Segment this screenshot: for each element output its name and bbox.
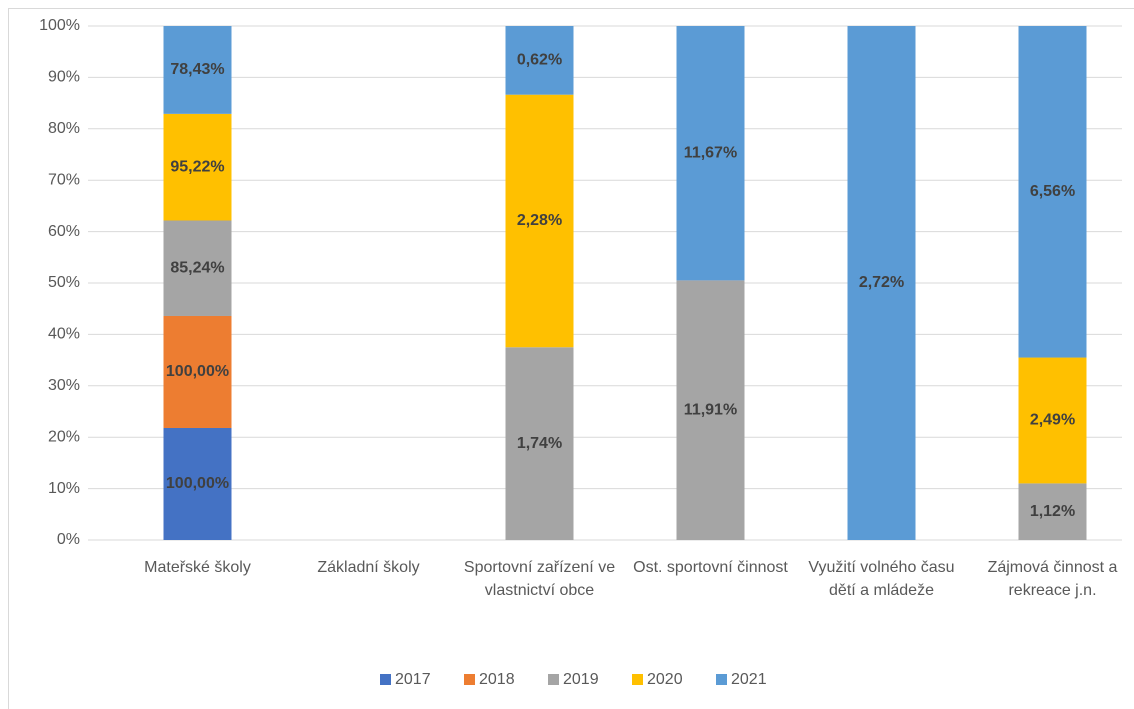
data-label: 1,12% xyxy=(1030,503,1075,520)
data-label: 1,74% xyxy=(517,435,562,452)
data-label: 78,43% xyxy=(170,61,224,78)
y-tick-label: 100% xyxy=(39,17,80,34)
bar-segment xyxy=(505,94,574,348)
y-tick-label: 80% xyxy=(48,120,80,137)
y-tick-label: 60% xyxy=(48,223,80,240)
bar-segment xyxy=(505,347,574,540)
bar-segment xyxy=(505,26,574,95)
legend-label: 2019 xyxy=(563,671,599,688)
bar-segment xyxy=(676,26,745,281)
bar-segment xyxy=(1018,357,1087,484)
chart-border xyxy=(8,8,1134,709)
x-tick-label: Sportovní zařízení ve vlastnictví obce xyxy=(463,559,616,599)
legend-swatch xyxy=(632,674,643,685)
data-label: 0,62% xyxy=(517,52,562,69)
bar-segment xyxy=(1018,483,1087,540)
legend-swatch xyxy=(716,674,727,685)
x-tick-label: Základní školy xyxy=(317,559,420,576)
x-tick-label: Ost. sportovní činnost xyxy=(633,559,788,576)
y-tick-label: 0% xyxy=(57,531,80,548)
data-label: 2,49% xyxy=(1030,412,1075,429)
x-tick-label: Využití volného času dětí a mládeže xyxy=(808,559,955,599)
data-label: 2,72% xyxy=(859,274,904,291)
bar-segment xyxy=(163,315,232,428)
y-tick-label: 30% xyxy=(48,377,80,394)
bar-segment xyxy=(1018,26,1087,358)
bar-segment xyxy=(163,220,232,316)
data-label: 2,28% xyxy=(517,212,562,229)
data-label: 11,91% xyxy=(684,401,737,418)
data-label: 100,00% xyxy=(166,475,229,492)
y-tick-label: 90% xyxy=(48,69,80,86)
y-tick-label: 70% xyxy=(48,171,80,188)
data-label: 6,56% xyxy=(1030,183,1075,200)
legend-swatch xyxy=(548,674,559,685)
legend-label: 2020 xyxy=(647,671,683,688)
legend-swatch xyxy=(380,674,391,685)
data-label: 100,00% xyxy=(166,363,229,380)
legend-swatch xyxy=(464,674,475,685)
legend-label: 2018 xyxy=(479,671,515,688)
data-label: 85,24% xyxy=(170,259,224,276)
y-tick-label: 10% xyxy=(48,480,80,497)
y-tick-label: 40% xyxy=(48,326,80,343)
legend-label: 2021 xyxy=(731,671,767,688)
bar-segment xyxy=(163,113,232,221)
bar-segment xyxy=(163,26,232,114)
data-label: 95,22% xyxy=(170,158,224,175)
data-label: 11,67% xyxy=(684,144,737,161)
bar-segment xyxy=(847,26,916,540)
x-tick-label: Mateřské školy xyxy=(144,559,251,576)
x-tick-label: Zájmová činnost a rekreace j.n. xyxy=(987,559,1118,599)
y-tick-label: 50% xyxy=(48,274,80,291)
bar-segment xyxy=(676,280,745,540)
legend-label: 2017 xyxy=(395,671,431,688)
y-tick-label: 20% xyxy=(48,428,80,445)
bar-segment xyxy=(163,427,232,540)
